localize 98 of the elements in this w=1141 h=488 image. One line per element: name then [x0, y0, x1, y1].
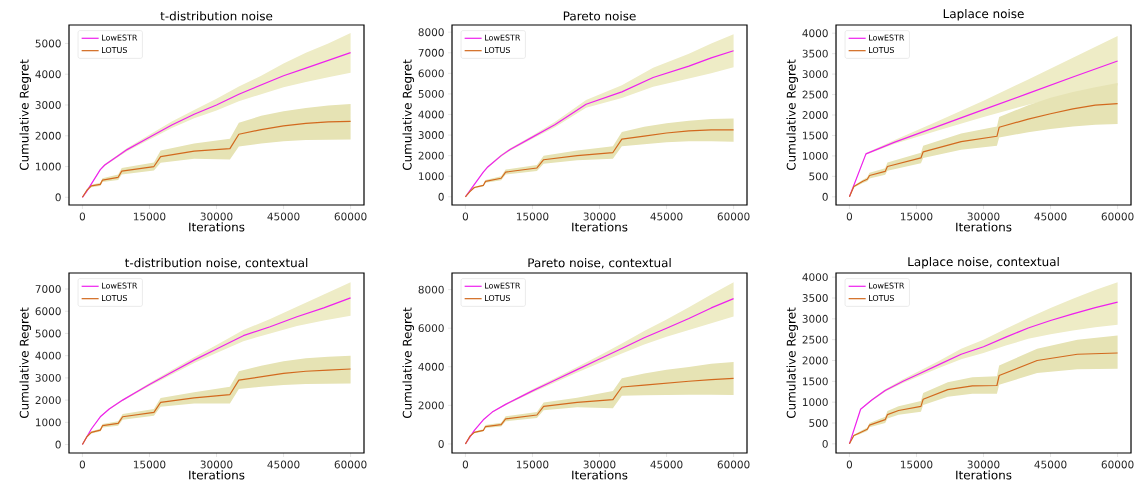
x-tick-label: 0	[846, 212, 853, 221]
x-tick-label: 45000	[267, 212, 300, 221]
y-tick-label: 4000	[35, 351, 61, 360]
y-tick-label: 0	[55, 193, 61, 202]
x-tick-label: 0	[79, 212, 86, 221]
y-tick-label: 3500	[802, 294, 828, 302]
y-tick-label: 3500	[802, 49, 828, 58]
x-axis-title: Iterations	[956, 222, 1012, 232]
y-tick-label: 2000	[802, 111, 828, 119]
x-tick-label: 0	[462, 212, 469, 221]
y-tick-label: 1000	[36, 162, 61, 171]
y-tick-label: 5000	[418, 89, 444, 98]
x-tick-label: 60000	[334, 212, 367, 221]
chart-title: Laplace noise, contextual	[908, 256, 1059, 269]
y-tick-label: 1000	[36, 418, 61, 427]
x-tick-label: 60000	[334, 460, 367, 469]
x-tick-label: 45000	[1034, 212, 1067, 221]
x-tick-label: 30000	[967, 212, 1000, 221]
line-series	[848, 352, 1119, 445]
y-tick-label: 2500	[802, 335, 828, 344]
y-tick-label: 0	[822, 439, 828, 448]
y-tick-label: 4000	[418, 110, 444, 119]
y-tick-label: 1500	[803, 131, 828, 140]
y-tick-label: 0	[55, 440, 61, 449]
y-axis-title: Cumulative Regret	[19, 307, 32, 419]
y-tick-label: 8000	[418, 28, 444, 37]
y-tick-label: 3000	[802, 70, 828, 79]
y-tick-label: 1500	[803, 377, 828, 386]
y-tick-label: 2000	[418, 401, 444, 410]
y-tick-label: 2000	[35, 396, 61, 405]
y-tick-label: 8000	[418, 285, 444, 294]
y-tick-label: 3000	[418, 131, 444, 139]
x-tick-label: 60000	[717, 212, 750, 221]
y-tick-label: 0	[438, 439, 444, 448]
x-tick-label: 30000	[200, 460, 233, 469]
x-tick-label: 0	[846, 460, 853, 469]
y-tick-label: 1000	[803, 151, 828, 160]
x-tick-label: 60000	[1101, 212, 1134, 221]
y-tick-label: 6000	[418, 324, 444, 333]
chart-title: t-distribution noise	[160, 11, 273, 21]
chart-title: Pareto noise	[563, 11, 636, 21]
y-axis-title: Cumulative Regret	[786, 59, 799, 171]
x-axis-title: Iterations	[189, 222, 245, 232]
x-tick-label: 45000	[650, 460, 683, 469]
y-tick-label: 2000	[418, 151, 444, 160]
y-tick-label: 3000	[35, 101, 61, 109]
y-tick-label: 6000	[35, 307, 61, 316]
y-tick-label: 7000	[418, 48, 444, 57]
x-tick-label: 30000	[967, 460, 1000, 469]
y-tick-label: 5000	[35, 329, 61, 338]
y-axis-title: Cumulative Regret	[402, 59, 415, 171]
line-series	[464, 129, 735, 198]
chart-title: t-distribution noise, contextual	[125, 258, 308, 269]
y-axis-title: Cumulative Regret	[402, 307, 415, 419]
y-tick-label: 4000	[802, 273, 828, 282]
x-tick-label: 15000	[900, 460, 933, 469]
x-tick-label: 15000	[900, 212, 933, 221]
chart-title: Laplace noise	[943, 8, 1024, 21]
y-tick-label: 5000	[35, 39, 61, 48]
x-tick-label: 60000	[717, 460, 750, 469]
x-tick-label: 15000	[516, 460, 549, 469]
y-tick-label: 1000	[419, 172, 444, 181]
y-axis-title: Cumulative Regret	[19, 59, 32, 171]
y-tick-label: 3000	[802, 314, 828, 323]
x-tick-label: 60000	[1101, 460, 1134, 469]
x-tick-label: 30000	[583, 460, 616, 469]
y-tick-label: 2500	[802, 90, 828, 99]
x-tick-label: 45000	[1034, 460, 1067, 469]
x-tick-label: 15000	[516, 212, 549, 221]
x-tick-label: 30000	[200, 212, 233, 221]
x-tick-label: 15000	[133, 212, 166, 221]
y-tick-label: 4000	[35, 70, 61, 79]
x-tick-label: 45000	[650, 212, 683, 221]
x-axis-title: Iterations	[956, 470, 1012, 480]
y-tick-label: 500	[809, 419, 828, 427]
x-tick-label: 45000	[267, 460, 300, 469]
x-axis-title: Iterations	[189, 470, 245, 480]
x-tick-label: 15000	[133, 460, 166, 469]
y-axis-title: Cumulative Regret	[786, 307, 799, 419]
x-tick-label: 0	[79, 460, 86, 469]
chart-title: Pareto noise, contextual	[528, 258, 671, 269]
x-tick-label: 30000	[583, 212, 616, 221]
y-tick-label: 1000	[803, 398, 828, 407]
y-tick-label: 7000	[35, 285, 61, 293]
y-tick-label: 500	[809, 172, 828, 181]
y-tick-label: 4000	[802, 29, 828, 38]
y-tick-label: 3000	[35, 373, 61, 382]
y-tick-label: 0	[438, 192, 444, 201]
y-tick-label: 0	[822, 192, 828, 201]
x-tick-label: 0	[462, 460, 469, 469]
y-tick-label: 4000	[418, 362, 444, 371]
y-tick-label: 6000	[418, 69, 444, 78]
y-tick-label: 2000	[35, 131, 61, 140]
line-series	[81, 120, 352, 198]
line-series	[848, 102, 1119, 198]
x-axis-title: Iterations	[572, 222, 628, 232]
y-tick-label: 2000	[802, 356, 828, 365]
x-axis-title: Iterations	[572, 470, 628, 480]
